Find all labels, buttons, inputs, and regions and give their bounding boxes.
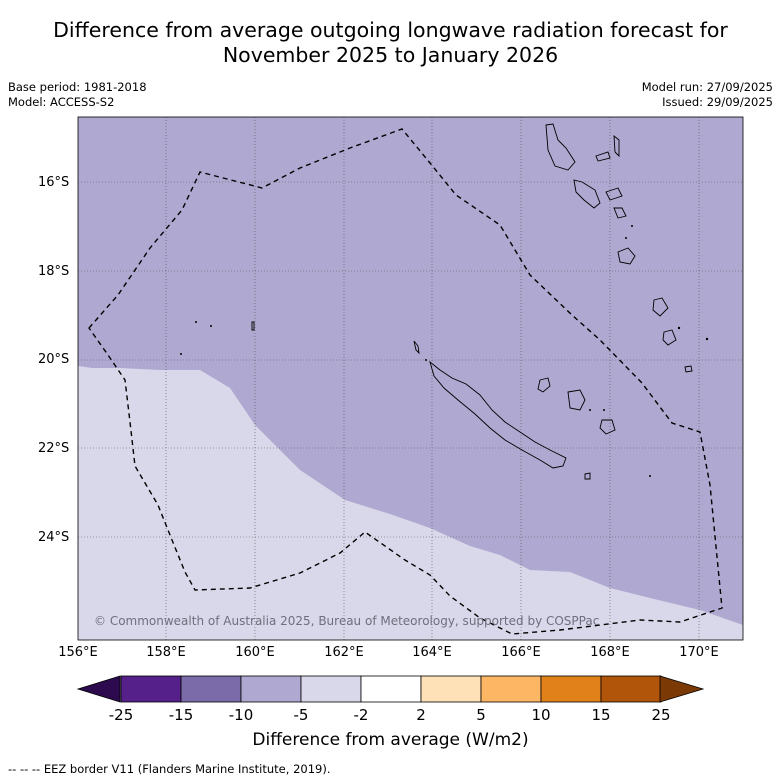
colorbar-over-triangle: [659, 675, 705, 703]
colorbar-tick-label: -2: [353, 706, 369, 724]
copyright-text: © Commonwealth of Australia 2025, Bureau…: [94, 614, 600, 628]
colorbar-under-triangle: [76, 675, 121, 703]
island-ambrym: [605, 187, 623, 201]
lon-label-162e: 162°E: [324, 645, 364, 660]
island-belep: [413, 340, 420, 355]
colorbar-tick-label: 2: [416, 706, 426, 724]
island-efate: [617, 247, 636, 265]
island-malekula: [573, 179, 601, 209]
colorbar-tick-label: 15: [591, 706, 611, 724]
small-islets: [180, 225, 709, 477]
island-ouvea: [537, 377, 551, 393]
lon-label-170e: 170°E: [679, 645, 719, 660]
colorbar-box: [360, 675, 422, 703]
colorbar-box: [600, 675, 662, 703]
model-run-text: Model run: 27/09/2025: [641, 80, 773, 94]
colorbar-box: [480, 675, 542, 703]
island-lifou: [567, 389, 586, 411]
lat-label-18s: 18°S: [38, 264, 70, 279]
lon-label-156e: 156°E: [58, 645, 98, 660]
chart-title: Difference from average outgoing longwav…: [0, 18, 781, 68]
lat-label-16s: 16°S: [38, 175, 70, 190]
island-pentecost: [613, 135, 620, 158]
map-frame: [77, 116, 744, 641]
eez-legend-footnote: -- -- -- EEZ border V11 (Flanders Marine…: [8, 762, 331, 776]
island-tanna: [662, 329, 677, 346]
island-aneityum: [684, 365, 693, 373]
metadata-right: Model run: 27/09/2025 Issued: 29/09/2025: [642, 80, 773, 110]
colorbar-tick-label: -15: [168, 706, 194, 724]
lat-label-20s: 20°S: [38, 352, 70, 367]
lat-label-24s: 24°S: [38, 530, 70, 545]
island-mare: [599, 419, 616, 435]
title-line-2: November 2025 to January 2026: [222, 43, 559, 67]
model-text: Model: ACCESS-S2: [8, 95, 115, 109]
colorbar-tick-label: -25: [108, 706, 134, 724]
base-period-text: Base period: 1981-2018: [8, 80, 147, 94]
colorbar: [76, 675, 705, 703]
island-erromango: [652, 297, 669, 317]
colorbar-box: [120, 675, 182, 703]
colorbar-box: [240, 675, 302, 703]
colorbar-tick-label: 10: [531, 706, 551, 724]
island-new-caledonia: [429, 360, 567, 469]
land-outlines: [251, 123, 693, 480]
colorbar-tick-label: -10: [228, 706, 254, 724]
colorbar-tick-label: -5: [293, 706, 309, 724]
island-espiritu-santo: [545, 123, 576, 171]
eez-border: [88, 128, 723, 635]
island-chesterfield: [251, 321, 255, 331]
colorbar-tick-label: 25: [651, 706, 671, 724]
anomaly-region-minus5-to-minus2: [78, 366, 743, 640]
colorbar-box: [180, 675, 242, 703]
metadata-left: Base period: 1981-2018 Model: ACCESS-S2: [8, 80, 147, 110]
lat-label-22s: 22°S: [38, 441, 70, 456]
colorbar-tick-label: 5: [476, 706, 486, 724]
island-ambae: [595, 151, 611, 162]
island-epi: [613, 207, 627, 219]
colorbar-box: [540, 675, 602, 703]
gridlines: [78, 117, 743, 640]
lon-label-164e: 164°E: [412, 645, 452, 660]
lon-label-166e: 166°E: [501, 645, 541, 660]
issued-text: Issued: 29/09/2025: [662, 95, 773, 109]
lon-label-168e: 168°E: [590, 645, 630, 660]
lon-label-160e: 160°E: [235, 645, 275, 660]
colorbar-box: [420, 675, 482, 703]
island-walpole: [584, 472, 591, 480]
colorbar-boxes: [120, 675, 662, 703]
colorbar-label: Difference from average (W/m2): [252, 730, 529, 750]
lon-label-158e: 158°E: [146, 645, 186, 660]
colorbar-box: [300, 675, 362, 703]
map-panel: [77, 116, 744, 641]
title-line-1: Difference from average outgoing longwav…: [53, 18, 728, 42]
